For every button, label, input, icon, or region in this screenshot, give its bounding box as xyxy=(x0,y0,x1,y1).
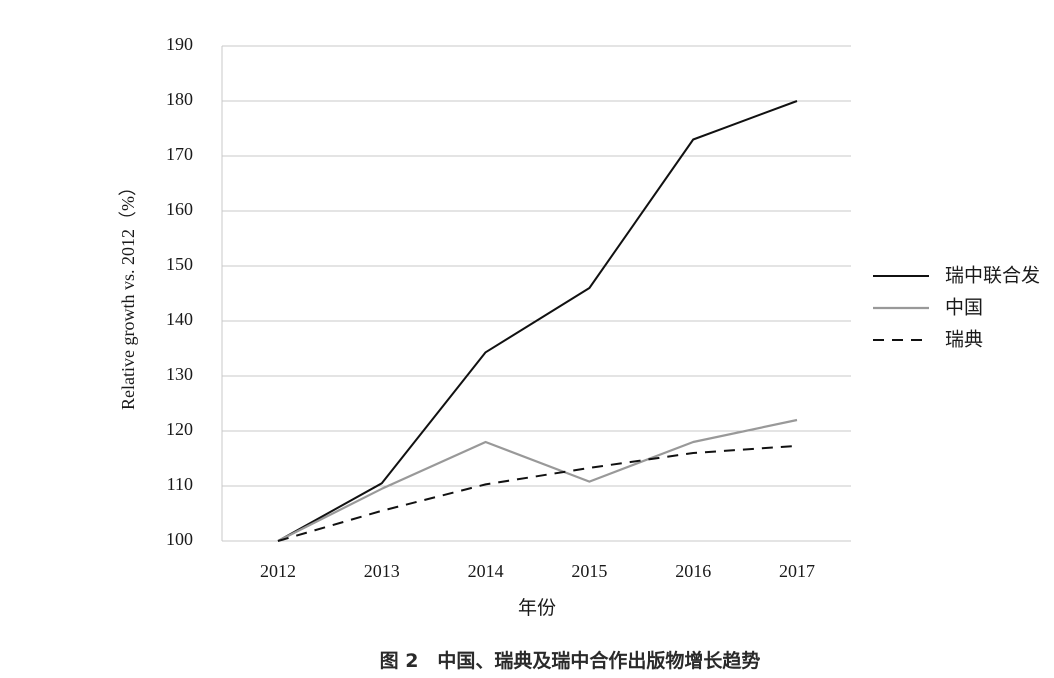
y-tick-label: 180 xyxy=(166,89,193,109)
grid xyxy=(221,45,851,542)
x-tick-label: 2017 xyxy=(779,561,815,581)
y-tick-label: 140 xyxy=(166,309,193,329)
series-line-0 xyxy=(277,100,798,542)
y-tick-label: 190 xyxy=(166,34,193,54)
y-axis-ticks: 100 110 120 130 140 150 160 170 180 190 xyxy=(166,34,193,549)
y-tick-label: 110 xyxy=(167,474,193,494)
x-tick-label: 2014 xyxy=(468,561,504,581)
y-tick-label: 170 xyxy=(166,144,193,164)
y-tick-label: 100 xyxy=(166,529,193,549)
x-tick-label: 2013 xyxy=(364,561,400,581)
x-tick-label: 2015 xyxy=(571,561,607,581)
x-tick-label: 2016 xyxy=(675,561,711,581)
series-line-2 xyxy=(277,444,798,542)
legend-label-2: 瑞典 xyxy=(945,329,983,351)
y-tick-label: 130 xyxy=(166,364,193,384)
legend-label-1: 中国 xyxy=(945,297,983,319)
series-line-1 xyxy=(277,418,798,542)
y-tick-label: 150 xyxy=(166,254,193,274)
figure-caption: 图 2 中国、瑞典及瑞中合作出版物增长趋势 xyxy=(380,649,761,672)
y-tick-label: 120 xyxy=(166,419,193,439)
x-axis-ticks: 2012 2013 2014 2015 2016 2017 xyxy=(260,561,815,581)
x-tick-label: 2012 xyxy=(260,561,296,581)
series-lines xyxy=(277,100,798,542)
y-tick-label: 160 xyxy=(166,199,193,219)
legend-label-0: 瑞中联合发 xyxy=(945,265,1040,287)
y-axis-title: Relative growth vs. 2012（%） xyxy=(118,178,138,410)
x-axis-title: 年份 xyxy=(518,597,556,619)
